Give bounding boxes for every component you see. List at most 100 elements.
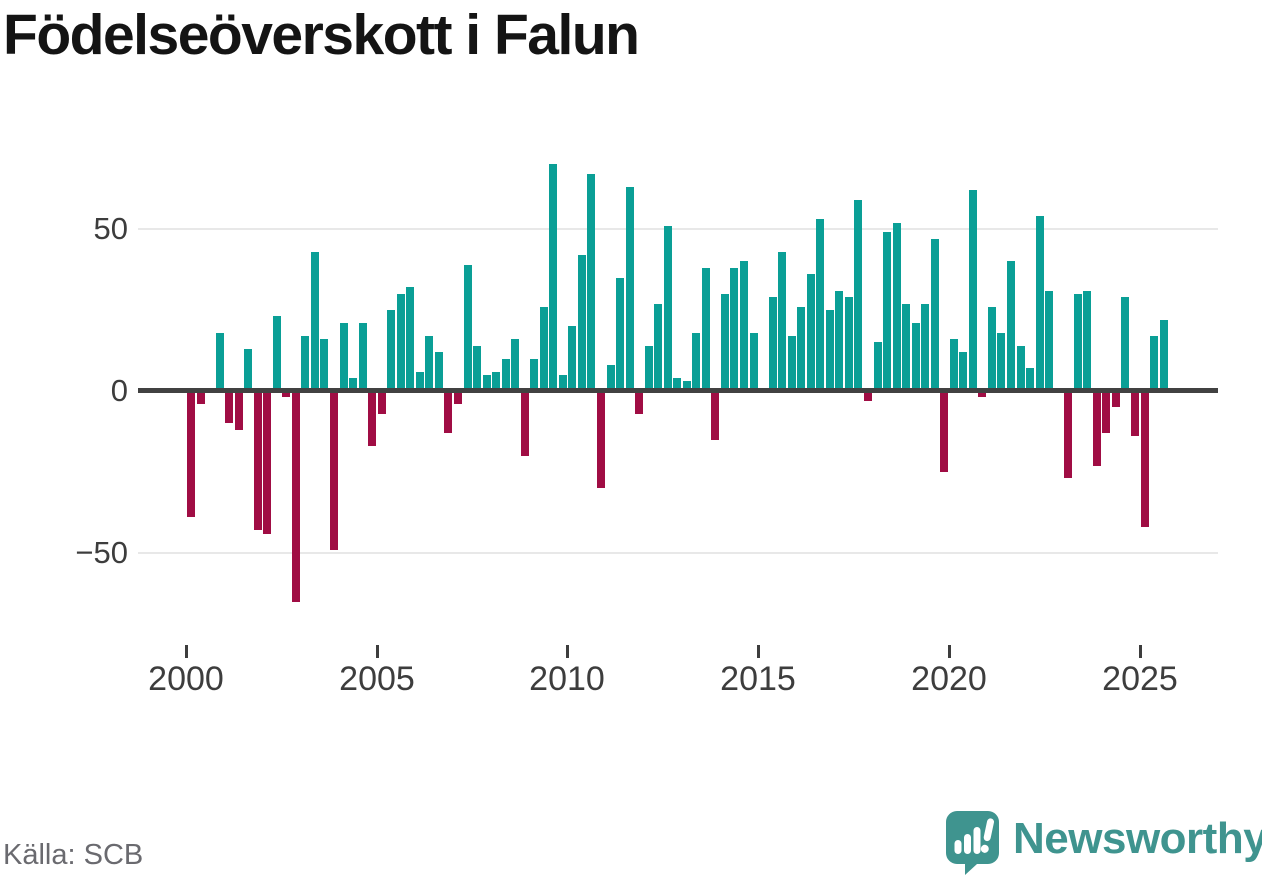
x-axis-tick [185,645,188,658]
logo-bar-small [954,840,962,854]
bar-2004-Q2 [349,378,357,391]
bar-2011-Q4 [635,391,643,414]
bar-2004-Q1 [340,323,348,391]
logo-bar-medium [964,834,971,854]
bar-2001-Q2 [235,391,243,430]
bar-2008-Q2 [502,359,510,391]
bar-2016-Q4 [826,310,834,391]
bar-2023-Q4 [1093,391,1101,466]
bar-2003-Q1 [301,336,309,391]
bar-2012-Q3 [664,226,672,391]
bar-2008-Q4 [521,391,529,456]
logo-exclamation [980,818,995,853]
bar-2010-Q1 [568,326,576,391]
bar-2019-Q1 [912,323,920,391]
bar-2007-Q4 [483,375,491,391]
bar-2000-Q2 [197,391,205,404]
bar-2005-Q3 [397,294,405,391]
bar-2013-Q2 [692,333,700,391]
bar-2019-Q4 [940,391,948,472]
x-axis-tick [566,645,569,658]
x-tick-label: 2020 [911,660,987,698]
bar-2006-Q4 [444,391,452,433]
x-axis-tick [948,645,951,658]
bar-2012-Q1 [645,346,653,391]
bar-2013-Q4 [711,391,719,440]
bar-2025-Q3 [1160,320,1168,391]
bar-2012-Q2 [654,304,662,391]
bar-2013-Q3 [702,268,710,391]
y-tick-label: 0 [110,373,128,408]
bar-2023-Q2 [1074,294,1082,391]
newsworthy-speech-bubble-chart-icon [946,811,999,875]
bar-2019-Q3 [931,239,939,391]
bar-2020-Q1 [950,339,958,391]
bar-2013-Q1 [683,381,691,391]
bar-2009-Q2 [540,307,548,391]
bar-2017-Q1 [835,291,843,391]
bar-2015-Q4 [788,336,796,391]
bar-2004-Q4 [368,391,376,446]
newsworthy-logo-text: Newsworthy [1013,814,1262,863]
bar-2001-Q1 [225,391,233,423]
bar-2011-Q3 [626,187,634,391]
bar-2020-Q2 [959,352,967,391]
bar-2016-Q2 [807,274,815,391]
source-note: Källa: SCB [3,839,144,871]
bar-2015-Q2 [769,297,777,391]
gridline-50 [138,228,1218,230]
bar-2010-Q4 [597,391,605,488]
bar-2011-Q1 [607,365,615,391]
bar-2023-Q1 [1064,391,1072,478]
bar-2016-Q3 [816,219,824,391]
bar-2014-Q4 [750,333,758,391]
logo-bar-large [973,827,981,854]
bar-2018-Q3 [893,223,901,391]
bar-2004-Q3 [359,323,367,391]
bar-2016-Q1 [797,307,805,391]
bar-2018-Q1 [874,342,882,391]
x-axis-tick [1139,645,1142,658]
x-tick-label: 2000 [148,660,224,698]
bar-2000-Q1 [187,391,195,517]
bar-2006-Q2 [425,336,433,391]
bar-2024-Q2 [1112,391,1120,407]
zero-axis-line [138,388,1218,393]
bar-2009-Q1 [530,359,538,391]
bar-2002-Q3 [282,391,290,397]
bar-2002-Q2 [273,316,281,391]
bar-2012-Q4 [673,378,681,391]
bar-2006-Q1 [416,372,424,391]
x-tick-label: 2005 [339,660,415,698]
bar-2022-Q2 [1036,216,1044,391]
bar-2010-Q3 [587,174,595,391]
bar-2018-Q2 [883,232,891,391]
bar-2007-Q1 [454,391,462,404]
bar-2003-Q4 [330,391,338,550]
bar-2015-Q3 [778,252,786,391]
bar-2025-Q2 [1150,336,1158,391]
y-tick-label: −50 [75,535,128,570]
bar-2000-Q4 [216,333,224,391]
bar-2010-Q2 [578,255,586,391]
bar-2001-Q4 [254,391,262,530]
bar-2022-Q3 [1045,291,1053,391]
bar-2009-Q3 [549,164,557,391]
bar-2014-Q2 [730,268,738,391]
bar-2021-Q1 [988,307,996,391]
bar-2008-Q3 [511,339,519,391]
bar-2014-Q1 [721,294,729,391]
bar-2017-Q4 [864,391,872,401]
bar-2005-Q4 [406,287,414,391]
bar-2020-Q3 [969,190,977,391]
newsworthy-logo: Newsworthy [944,810,1262,878]
x-tick-label: 2010 [529,660,605,698]
bar-2007-Q2 [464,265,472,391]
bar-2021-Q3 [1007,261,1015,391]
chart-title: Födelseöverskott i Falun [3,3,640,67]
bar-2019-Q2 [921,304,929,391]
bar-2006-Q3 [435,352,443,391]
bar-2021-Q2 [997,333,1005,391]
bar-2025-Q1 [1141,391,1149,527]
